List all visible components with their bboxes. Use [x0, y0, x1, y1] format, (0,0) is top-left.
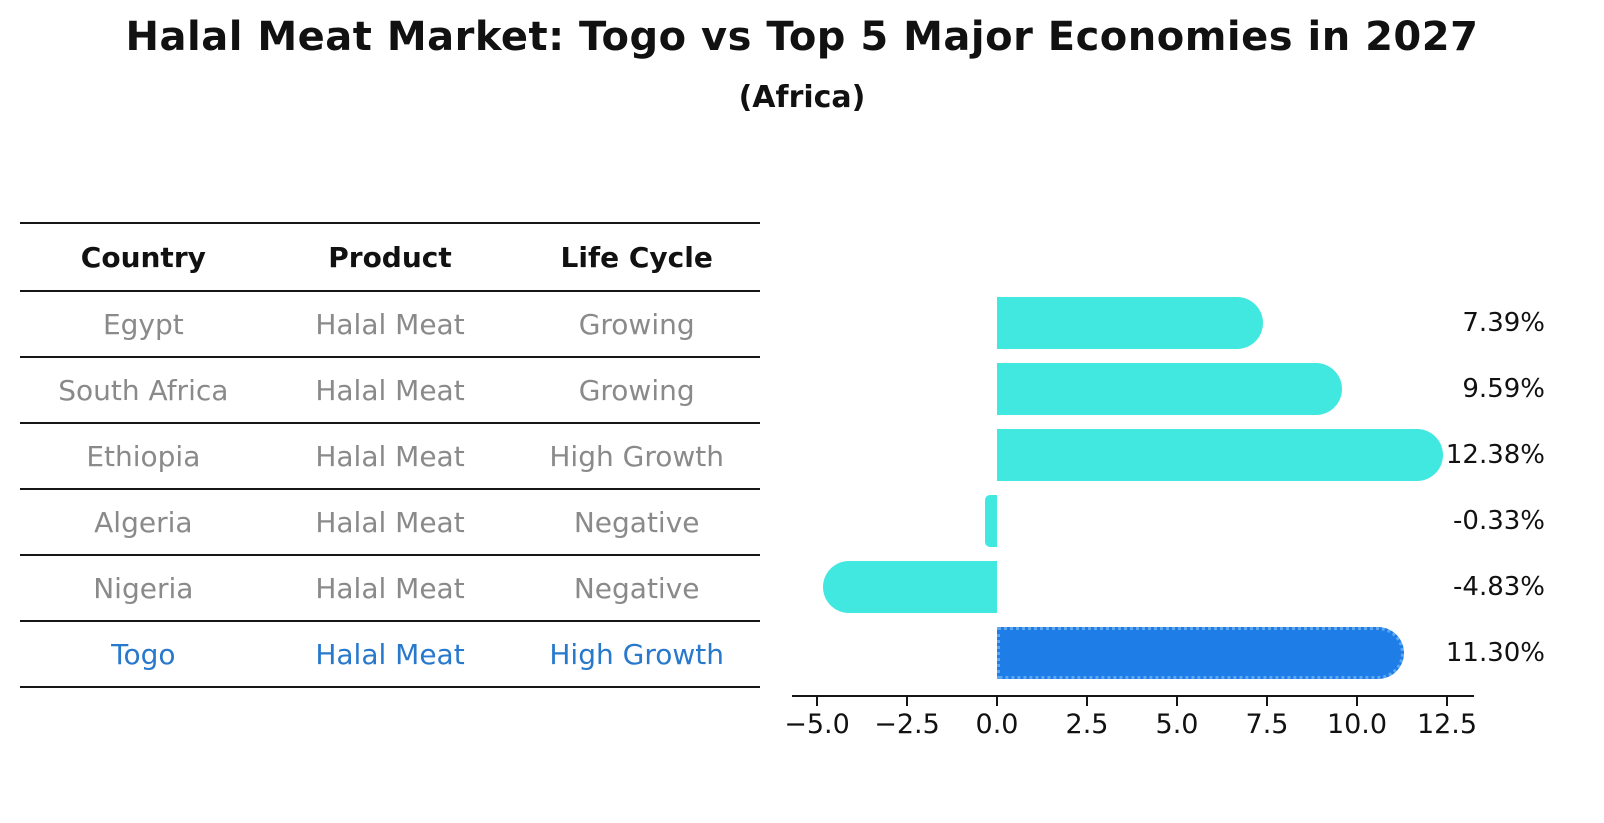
column-header-country: Country — [80, 240, 206, 274]
bar-value-label-egypt: 7.39% — [1462, 308, 1545, 338]
cell-life_cycle: High Growth — [549, 439, 724, 473]
x-axis-tick-label: 12.5 — [1416, 709, 1478, 740]
cell-product: Halal Meat — [315, 439, 465, 473]
cell-life_cycle: Growing — [578, 373, 695, 407]
bar-algeria — [985, 495, 997, 547]
x-axis-tick — [996, 697, 998, 706]
x-axis-tick-label: −5.0 — [784, 709, 850, 740]
bar-ethiopia — [997, 429, 1443, 481]
x-axis-tick — [1356, 697, 1358, 706]
cell-product: Halal Meat — [315, 505, 465, 539]
x-axis-tick-label: 10.0 — [1326, 709, 1388, 740]
bar-value-label-nigeria: -4.83% — [1453, 572, 1545, 602]
bar-south-africa — [997, 363, 1343, 415]
x-axis-tick-label: −2.5 — [874, 709, 940, 740]
cell-product: Halal Meat — [315, 307, 465, 341]
cell-life_cycle: Negative — [573, 571, 700, 605]
cell-country: Nigeria — [93, 571, 194, 605]
table-row-egypt: Egypt Halal Meat Growing — [20, 292, 760, 358]
x-axis-tick — [1266, 697, 1268, 706]
chart-title: Halal Meat Market: Togo vs Top 5 Major E… — [125, 14, 1479, 60]
x-axis-tick — [906, 697, 908, 706]
cell-country: Algeria — [94, 505, 193, 539]
column-header-product: Product — [328, 240, 452, 274]
bar-value-label-ethiopia: 12.38% — [1445, 440, 1545, 470]
table-header-row: Country Product Life Cycle — [20, 224, 760, 292]
x-axis-line — [791, 695, 1474, 697]
x-axis-tick-label: 7.5 — [1245, 709, 1289, 740]
bar-value-label-south-africa: 9.59% — [1462, 374, 1545, 404]
x-axis-tick-label: 5.0 — [1155, 709, 1199, 740]
cell-country: Togo — [111, 637, 176, 671]
chart-subtitle: (Africa) — [738, 80, 866, 115]
cell-life_cycle: Negative — [573, 505, 700, 539]
cell-life_cycle: Growing — [578, 307, 695, 341]
bar-value-label-togo: 11.30% — [1445, 638, 1545, 668]
bar-nigeria — [823, 561, 997, 613]
table-row-ethiopia: Ethiopia Halal Meat High Growth — [20, 424, 760, 490]
column-header-life-cycle: Life Cycle — [560, 240, 713, 274]
x-axis-tick — [1086, 697, 1088, 706]
cell-country: Egypt — [102, 307, 184, 341]
bar-togo — [997, 627, 1404, 679]
x-axis-tick — [816, 697, 818, 706]
table-row-togo: Togo Halal Meat High Growth — [20, 622, 760, 688]
cell-life_cycle: High Growth — [549, 637, 724, 671]
x-axis-tick-label: 0.0 — [975, 709, 1019, 740]
cell-country: South Africa — [58, 373, 229, 407]
table-row-south-africa: South Africa Halal Meat Growing — [20, 358, 760, 424]
cell-country: Ethiopia — [86, 439, 201, 473]
x-axis-tick-label: 2.5 — [1065, 709, 1109, 740]
cell-product: Halal Meat — [315, 637, 465, 671]
table-row-nigeria: Nigeria Halal Meat Negative — [20, 556, 760, 622]
table-body: Egypt Halal Meat Growing South Africa Halal … — [20, 292, 760, 688]
x-axis-tick — [1176, 697, 1178, 706]
x-axis-tick — [1446, 697, 1448, 706]
table-row-algeria: Algeria Halal Meat Negative — [20, 490, 760, 556]
bar-egypt — [997, 297, 1264, 349]
cell-product: Halal Meat — [315, 571, 465, 605]
bar-value-label-algeria: -0.33% — [1453, 506, 1545, 536]
cell-product: Halal Meat — [315, 373, 465, 407]
comparison-table: Country Product Life Cycle Egypt Halal Meat… — [20, 222, 760, 688]
